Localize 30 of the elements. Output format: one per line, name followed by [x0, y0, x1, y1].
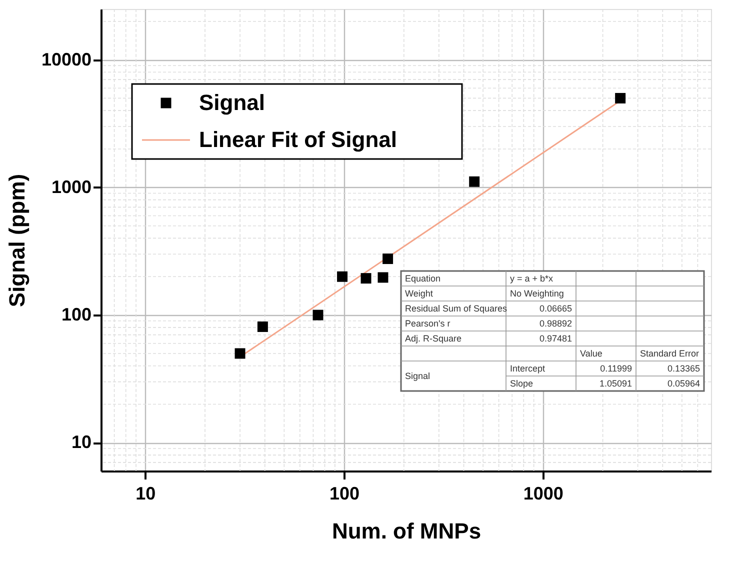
y-tick-label: 10	[71, 432, 92, 452]
legend-label: Linear Fit of Signal	[199, 127, 398, 152]
annotation: Slope	[510, 378, 534, 388]
x-tick-label: 10	[136, 484, 156, 504]
annotation: Value	[580, 348, 602, 358]
annotation: Standard Error	[640, 348, 700, 358]
annotation: 0.06665	[539, 304, 572, 314]
annotation: Equation	[405, 274, 441, 284]
x-tick-label: 100	[329, 484, 360, 504]
annotation: Weight	[405, 288, 434, 298]
annotation: 1.05091	[599, 378, 632, 388]
annotation: Pearson's r	[405, 318, 450, 328]
annotation: 0.11999	[600, 364, 632, 374]
legend-label: Signal	[199, 90, 266, 115]
annotation: 0.05964	[667, 378, 700, 388]
annotation: Intercept	[510, 364, 546, 374]
x-axis-title: Num. of MNPs	[332, 518, 482, 544]
y-axis-title: Signal (ppm)	[4, 174, 30, 308]
x-tick-label: 1000	[523, 484, 564, 504]
annotation: 0.13365	[667, 364, 700, 374]
y-tick-label: 1000	[51, 176, 92, 197]
y-tick-label: 10000	[41, 49, 92, 70]
annotation: Residual Sum of Squares	[405, 304, 508, 314]
annotation: Adj. R-Square	[405, 334, 462, 344]
y-tick-label: 100	[61, 304, 92, 325]
annotation: No Weighting	[510, 288, 564, 298]
annotation: y = a + b*x	[510, 274, 554, 284]
annotation: Signal	[405, 371, 430, 381]
annotation: 0.97481	[539, 334, 572, 344]
annotation: 0.98892	[539, 318, 572, 328]
